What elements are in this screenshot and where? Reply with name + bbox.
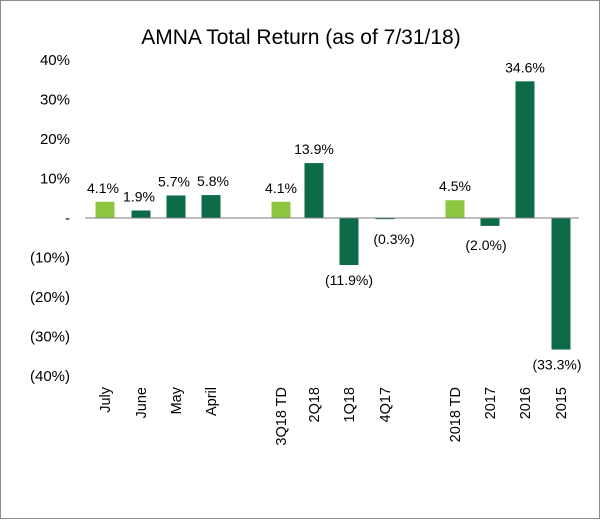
bar [201,195,221,218]
x-tick-label: 2016 [518,387,534,419]
bars [95,81,571,350]
chart-title: AMNA Total Return (as of 7/31/18) [141,26,460,49]
data-label: 4.5% [439,178,471,194]
data-label: 4.1% [87,180,119,196]
bar [95,201,115,218]
y-tick-label: 10% [40,171,70,188]
x-axis-ticks: July June May April 3Q18 TD 2Q18 1Q18 4Q17 2018 … [98,386,570,445]
data-label: (11.9%) [325,272,373,288]
x-tick-label: 2017 [483,387,499,419]
y-tick-label: - [65,210,70,227]
x-tick-label: 2015 [554,387,570,419]
x-tick-label: 2018 TD [448,387,464,442]
data-label: 5.7% [158,173,190,189]
y-axis: 40% 30% 20% 10% - (10%) (20%) (30%) (40%) [30,52,70,385]
bar [515,81,535,218]
data-label: 34.6% [505,59,545,75]
bar [339,218,359,266]
x-tick-label: May [169,386,185,414]
bar [131,210,151,218]
data-label: 4.1% [265,180,297,196]
bar [271,201,291,218]
x-tick-label: 4Q17 [378,387,394,422]
y-tick-label: (20%) [30,289,70,306]
bar [166,195,186,218]
y-tick-label: (10%) [30,250,70,267]
data-label: 1.9% [123,188,155,204]
y-tick-label: (40%) [30,368,70,385]
x-tick-label: June [134,387,150,418]
x-tick-label: 1Q18 [342,387,358,422]
x-tick-label: July [98,386,114,413]
bar [304,163,324,218]
data-label: 13.9% [294,141,334,157]
x-tick-label: April [204,387,220,416]
y-tick-label: 40% [40,52,70,69]
x-tick-label: 3Q18 TD [274,387,290,446]
bar [375,218,395,220]
data-label: (2.0%) [465,237,506,253]
data-labels: 4.1%1.9%5.7% 5.8% 4.1%13.9%(11.9%)(0.3%)4.… [87,59,581,372]
y-tick-label: 30% [40,92,70,109]
data-label: 5.8% [197,173,229,189]
bar [551,218,571,350]
bar [480,218,500,226]
y-tick-label: 20% [40,131,70,148]
bar [445,200,465,218]
x-tick-label: 2Q18 [307,387,323,422]
y-tick-label: (30%) [30,329,70,346]
data-label: (0.3%) [373,231,414,247]
data-label: (33.3%) [532,357,581,373]
